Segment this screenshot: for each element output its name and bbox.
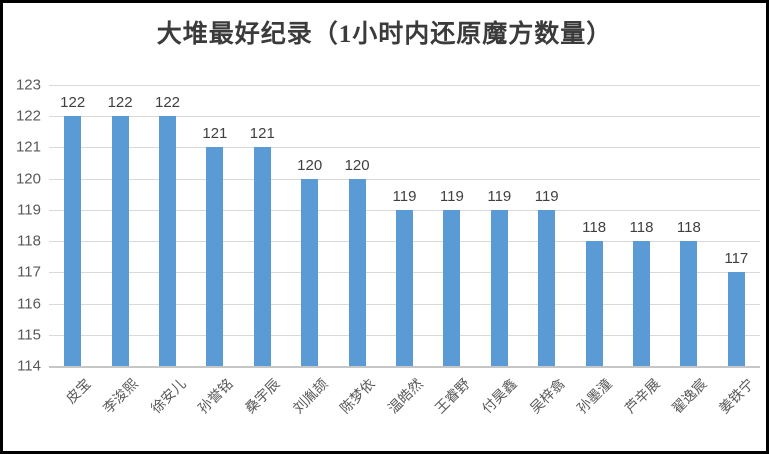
bar-value-label: 122 — [60, 94, 86, 112]
bar-value-label: 120 — [344, 156, 370, 174]
bar — [301, 178, 319, 366]
bar — [633, 241, 650, 366]
y-tick-label: 115 — [17, 326, 41, 344]
y-tick-label: 116 — [17, 295, 41, 313]
bar — [538, 209, 556, 366]
bar — [727, 272, 745, 366]
x-axis-line — [49, 366, 760, 368]
gridline — [49, 147, 760, 149]
bar-value-label: 122 — [107, 94, 133, 112]
gridline — [49, 178, 760, 180]
bar — [158, 116, 176, 366]
bar-value-label: 121 — [202, 125, 228, 143]
bar — [206, 147, 224, 366]
category-label: 王睿野 — [431, 375, 473, 417]
y-tick-label: 117 — [17, 263, 41, 281]
bar-value-label: 118 — [629, 219, 654, 237]
category-label: 桑宇辰 — [242, 375, 284, 417]
category-label: 吴梓翕 — [526, 375, 568, 417]
bar-value-label: 117 — [724, 250, 749, 268]
category-label: 徐安儿 — [147, 375, 189, 417]
category-label: 李浚熙 — [99, 375, 141, 417]
bar — [680, 241, 698, 366]
y-tick-label: 123 — [15, 76, 41, 94]
bar — [490, 209, 508, 366]
y-tick-label: 119 — [17, 201, 41, 219]
bar-value-label: 119 — [487, 187, 512, 205]
bar-value-label: 118 — [676, 219, 701, 237]
bar-value-label: 119 — [439, 187, 464, 205]
category-label: 付昊鑫 — [479, 375, 521, 417]
bar-value-label: 122 — [154, 94, 181, 112]
category-label: 温皓然 — [384, 375, 426, 417]
gridline — [49, 85, 760, 86]
plot-area: 122 122 122 121 121 120 120 119 119 119 119 118 118 1… — [49, 85, 760, 368]
category-label: 孙誉铭 — [194, 375, 236, 417]
bar — [111, 116, 129, 366]
bar — [396, 209, 413, 366]
category-label: 孙墨潼 — [573, 375, 615, 417]
category-label: 姜铁宁 — [716, 375, 758, 417]
y-axis: 114 115 116 117 118 119 120 121 122 123 — [3, 77, 41, 375]
y-tick-label: 122 — [15, 107, 41, 125]
category-label: 芦辛展 — [621, 375, 663, 417]
bar-value-label: 120 — [297, 156, 323, 174]
gridline — [49, 116, 760, 118]
category-label: 翟逸宸 — [668, 375, 710, 417]
x-axis-labels: 皮宝 李浚熙 徐安儿 孙誉铭 桑宇辰 刘胤颉 陈梦依 温皓然 王睿野 付昊鑫 吴梓翕 孙墨潼 芦辛展 翟逸… — [49, 374, 760, 451]
y-tick-label: 118 — [17, 232, 41, 250]
y-tick-label: 114 — [17, 357, 41, 375]
y-tick-label: 120 — [15, 170, 41, 188]
chart-title: 大堆最好纪录（1小时内还原魔方数量） — [156, 21, 613, 48]
bar — [443, 209, 461, 366]
bar-value-label: 119 — [392, 187, 417, 205]
bar — [64, 116, 82, 366]
bar-value-label: 121 — [249, 125, 275, 143]
bar-value-label: 118 — [582, 219, 607, 237]
bar-value-label: 119 — [534, 187, 559, 205]
bar — [348, 178, 366, 366]
category-label: 刘胤颉 — [289, 375, 331, 417]
bar — [253, 147, 271, 366]
category-label: 皮宝 — [62, 375, 94, 407]
category-label: 陈梦依 — [336, 375, 378, 417]
y-tick-label: 121 — [15, 138, 41, 156]
bar — [585, 241, 603, 366]
